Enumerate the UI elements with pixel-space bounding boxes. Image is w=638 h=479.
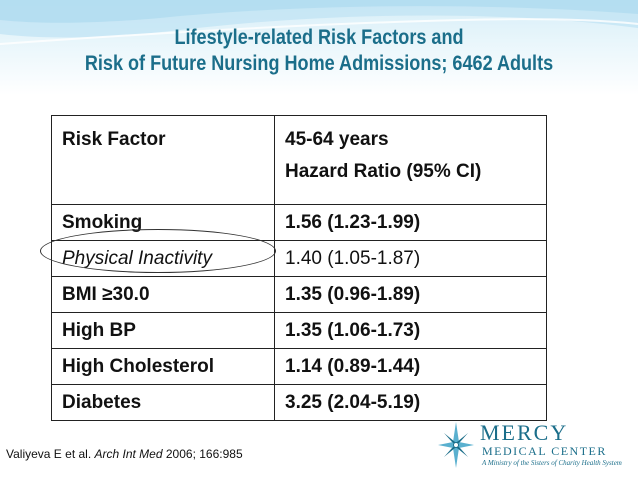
risk-factor-cell: Diabetes xyxy=(51,384,275,421)
table-row: BMI ≥30.0 1.35 (0.96-1.89) xyxy=(51,276,547,313)
header-risk-factor: Risk Factor xyxy=(51,115,275,205)
hazard-ratio-cell: 1.40 (1.05-1.87) xyxy=(274,240,547,277)
header-swoosh-decoration xyxy=(0,0,638,45)
citation-details: 2006; 166:985 xyxy=(165,447,243,461)
table-row: High Cholesterol 1.14 (0.89-1.44) xyxy=(51,348,547,385)
compass-star-icon xyxy=(438,422,474,468)
header-hazard-ratio-label: Hazard Ratio (95% CI) xyxy=(285,161,482,182)
table-header-row: Risk Factor 45-64 years Hazard Ratio (95… xyxy=(51,115,547,205)
risk-factor-cell: Smoking xyxy=(51,204,275,241)
table-row: Diabetes 3.25 (2.04-5.19) xyxy=(51,384,547,421)
header-age-group: 45-64 years xyxy=(285,129,389,150)
table-row: High BP 1.35 (1.06-1.73) xyxy=(51,312,547,349)
header-hazard-ratio: 45-64 years Hazard Ratio (95% CI) xyxy=(274,115,547,205)
risk-factor-cell: BMI ≥30.0 xyxy=(51,276,275,313)
citation-authors: Valiyeva E et al. xyxy=(6,447,92,461)
header-background xyxy=(0,0,638,95)
table-row: Smoking 1.56 (1.23-1.99) xyxy=(51,204,547,241)
risk-factor-cell: High Cholesterol xyxy=(51,348,275,385)
hazard-ratio-cell: 1.35 (0.96-1.89) xyxy=(274,276,547,313)
risk-factor-table: Risk Factor 45-64 years Hazard Ratio (95… xyxy=(51,115,547,421)
hazard-ratio-cell: 1.56 (1.23-1.99) xyxy=(274,204,547,241)
slide-title-line2: Risk of Future Nursing Home Admissions; … xyxy=(84,52,554,75)
slide-title-line1: Lifestyle-related Risk Factors and xyxy=(174,26,464,49)
citation: Valiyeva E et al. Arch Int Med 2006; 166… xyxy=(6,447,243,461)
table-row: Physical Inactivity 1.40 (1.05-1.87) xyxy=(51,240,547,277)
hazard-ratio-cell: 1.14 (0.89-1.44) xyxy=(274,348,547,385)
hazard-ratio-cell: 1.35 (1.06-1.73) xyxy=(274,312,547,349)
hazard-ratio-cell: 3.25 (2.04-5.19) xyxy=(274,384,547,421)
risk-factor-cell: High BP xyxy=(51,312,275,349)
logo-name: MERCY xyxy=(480,420,569,445)
logo-subtitle: MEDICAL CENTER xyxy=(482,444,607,458)
citation-journal: Arch Int Med xyxy=(94,447,163,461)
mercy-logo: MERCY MEDICAL CENTER A Ministry of the S… xyxy=(436,418,632,474)
risk-factor-cell: Physical Inactivity xyxy=(51,240,275,277)
logo-tagline: A Ministry of the Sisters of Charity Hea… xyxy=(482,459,622,467)
